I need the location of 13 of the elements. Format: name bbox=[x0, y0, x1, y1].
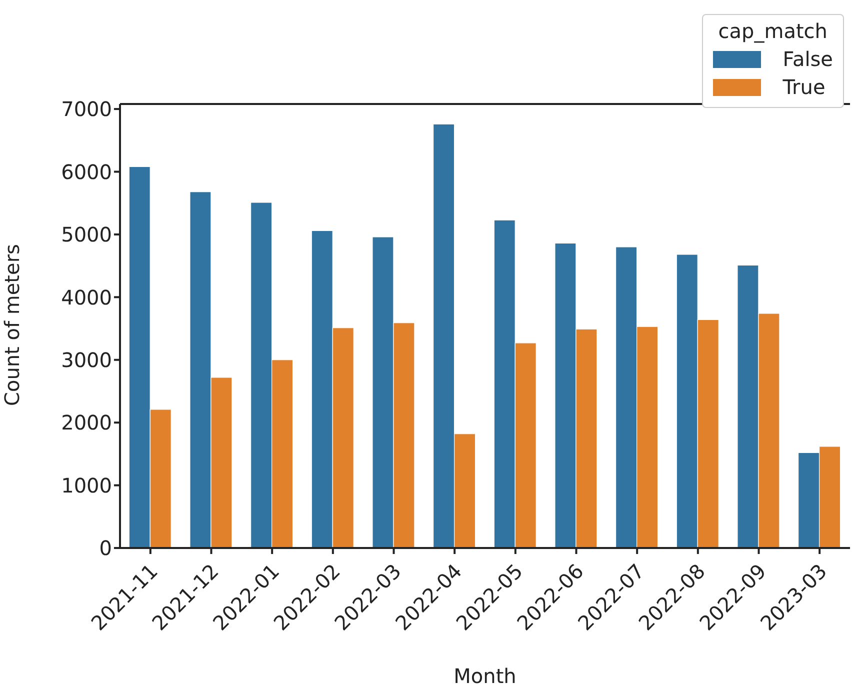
legend-label: False bbox=[782, 47, 833, 71]
y-axis-title: Count of meters bbox=[0, 244, 24, 406]
legend-label: True bbox=[782, 75, 826, 99]
y-tick-label: 5000 bbox=[61, 222, 112, 247]
y-tick-label: 2000 bbox=[61, 410, 112, 435]
y-tick-label: 3000 bbox=[61, 348, 112, 372]
x-axis-title: Month bbox=[454, 664, 516, 688]
y-tick-label: 1000 bbox=[61, 473, 112, 498]
y-tick-label: 6000 bbox=[61, 160, 112, 184]
legend-title: cap_match bbox=[717, 19, 828, 43]
y-tick-label: 7000 bbox=[61, 97, 112, 122]
y-tick-label: 0 bbox=[99, 536, 112, 560]
y-tick-label: 4000 bbox=[61, 285, 112, 310]
